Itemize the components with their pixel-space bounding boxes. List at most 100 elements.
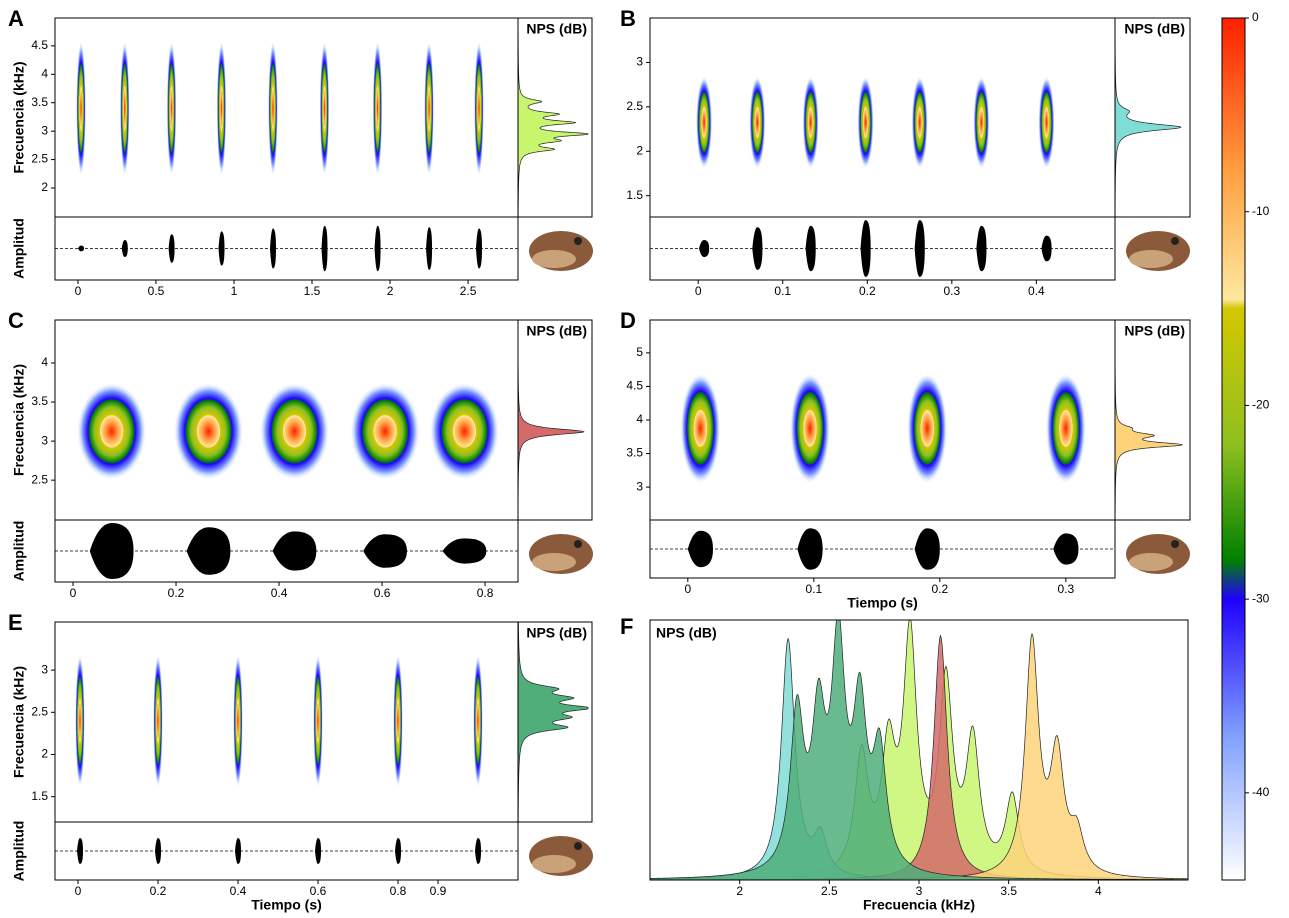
y-tick-label: 2 (636, 143, 643, 157)
amplitude-frame (649, 216, 1116, 281)
y-axis-label: Frecuencia (kHz) (11, 666, 27, 778)
spectrum-curve (649, 619, 1189, 881)
y-tick-label: -30 (1252, 591, 1270, 605)
x-tick-label: 0 (695, 284, 702, 298)
x-tick-label: 0.3 (1058, 582, 1075, 596)
y-tick-label: -10 (1252, 204, 1270, 218)
x-axis-label: Tiempo (s) (251, 897, 322, 913)
x-tick-label: 1 (231, 284, 238, 298)
x-tick-label: 3.5 (1000, 884, 1017, 898)
call-spectrogram (268, 40, 278, 177)
call-spectrogram (473, 653, 483, 789)
amplitude-frame (54, 519, 519, 583)
call-spectrogram (119, 40, 130, 177)
panel-label: F (620, 614, 633, 639)
x-tick-label: 1.5 (304, 284, 321, 298)
y-tick-label: 1.5 (31, 789, 48, 803)
call-spectrogram (907, 373, 948, 484)
x-tick-label: 0.4 (1028, 284, 1045, 298)
y-tick-label: 2.5 (626, 99, 643, 113)
call-spectrogram (802, 75, 819, 170)
x-tick-label: 0 (70, 586, 77, 600)
call-spectrogram (424, 40, 434, 177)
x-tick-label: 2.5 (460, 284, 477, 298)
waveform (270, 228, 277, 269)
x-tick-label: 0.2 (931, 582, 948, 596)
frog-photo (574, 540, 582, 548)
frog-photo (1171, 540, 1179, 548)
call-spectrogram (173, 382, 244, 481)
panel-label: E (8, 610, 23, 635)
call-spectrogram (166, 40, 177, 177)
x-tick-label: 0.1 (805, 582, 822, 596)
sidebar-frame (517, 17, 593, 218)
panel-label: A (8, 6, 24, 31)
y-tick-label: 3 (41, 123, 48, 137)
sidebar-spectrum (517, 621, 589, 823)
sidebar-frame (517, 621, 593, 823)
call-spectrogram (911, 75, 928, 170)
plot-frame (54, 621, 519, 823)
x-tick-label: 0.3 (943, 284, 960, 298)
panel-label: B (620, 6, 636, 31)
frog-photo (532, 250, 576, 268)
sidebar-frame (1114, 319, 1191, 521)
y-tick-label: 3.5 (31, 394, 48, 408)
panel-label: C (8, 308, 24, 333)
x-tick-label: 0 (75, 884, 82, 898)
amplitude-label: Amplitud (11, 521, 27, 582)
x-tick-label: 0.2 (150, 884, 167, 898)
frog-photo (574, 842, 582, 850)
x-tick-label: 0.6 (374, 586, 391, 600)
x-tick-label: 0.4 (230, 884, 247, 898)
waveform (475, 228, 482, 269)
call-spectrogram (319, 40, 330, 177)
x-tick-label: 2 (387, 284, 394, 298)
sidebar-frame (517, 319, 593, 521)
sidebar-spectrum (517, 17, 589, 218)
waveform (442, 538, 487, 564)
x-tick-label: 0.8 (477, 586, 494, 600)
waveform (272, 531, 317, 571)
x-axis-label: Frecuencia (kHz) (863, 897, 975, 913)
x-tick-label: 0.8 (390, 884, 407, 898)
y-tick-label: 2.5 (31, 472, 48, 486)
sidebar-title: NPS (dB) (1124, 21, 1185, 37)
call-spectrogram (789, 373, 831, 484)
y-tick-label: 2 (41, 180, 48, 194)
y-tick-label: 4 (41, 66, 48, 80)
frog-photo (1171, 237, 1179, 245)
call-spectrogram (393, 653, 403, 789)
call-spectrogram (695, 75, 713, 170)
y-tick-label: 3 (41, 662, 48, 676)
frog-photo (1129, 553, 1173, 571)
call-spectrogram (233, 653, 243, 789)
y-tick-label: 4.5 (626, 379, 643, 393)
colorbar (1221, 17, 1246, 881)
panel-label: D (620, 308, 636, 333)
panel-title: NPS (dB) (656, 625, 717, 641)
y-tick-label: 3 (636, 479, 643, 493)
sidebar-title: NPS (dB) (526, 21, 587, 37)
y-tick-label: -20 (1252, 398, 1270, 412)
x-tick-label: 0.6 (310, 884, 327, 898)
x-axis-label: Tiempo (s) (847, 595, 918, 611)
x-tick-label: 3 (916, 884, 923, 898)
call-spectrogram (350, 382, 421, 481)
x-tick-label: 0.9 (430, 884, 447, 898)
amplitude-label: Amplitud (11, 821, 27, 882)
call-spectrogram (216, 40, 227, 177)
y-tick-label: 4 (636, 412, 643, 426)
call-spectrogram (259, 382, 330, 481)
y-tick-label: 0 (1252, 10, 1259, 24)
y-tick-label: 3.5 (626, 446, 643, 460)
y-tick-label: -40 (1252, 785, 1270, 799)
x-tick-label: 0.1 (774, 284, 791, 298)
call-spectrogram (313, 653, 323, 789)
x-tick-label: 0.2 (859, 284, 876, 298)
amplitude-label: Amplitud (11, 218, 27, 279)
y-tick-label: 1.5 (626, 188, 643, 202)
x-tick-label: 0 (684, 582, 691, 596)
frog-photo (532, 553, 576, 571)
x-tick-label: 0 (75, 284, 82, 298)
